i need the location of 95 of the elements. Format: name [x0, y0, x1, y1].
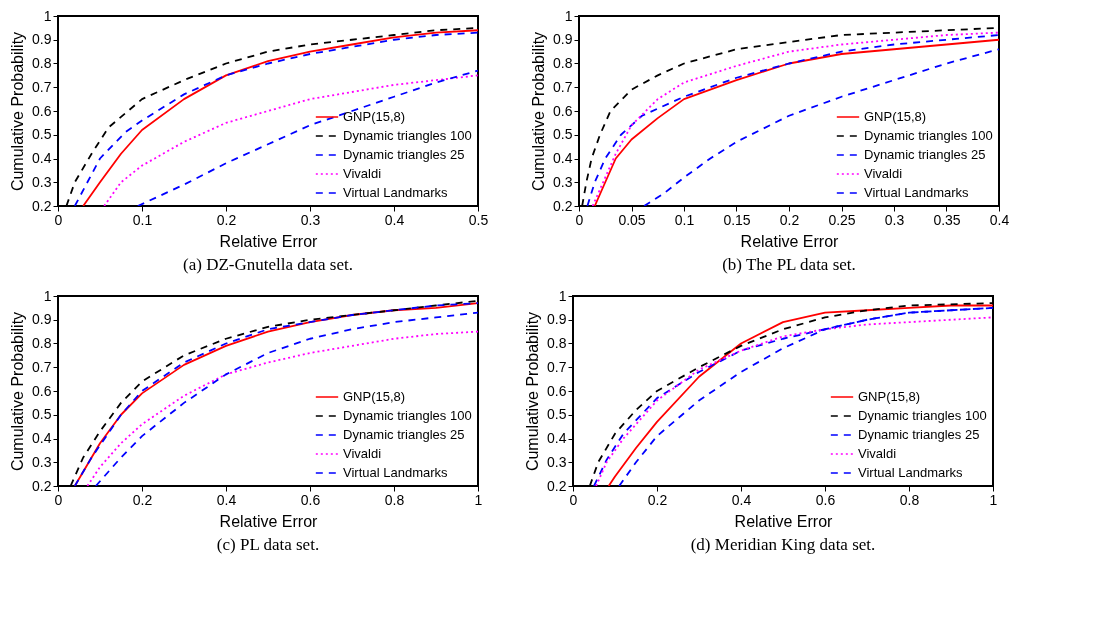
legend-label: GNP(15,8) — [864, 109, 927, 124]
legend-label: Dynamic triangles 25 — [858, 427, 980, 442]
x-tick-label: 0.35 — [933, 211, 961, 228]
x-tick-label: 1 — [989, 491, 998, 508]
y-tick-label: 0.5 — [547, 406, 567, 423]
x-tick-label: 0 — [54, 211, 63, 228]
legend-label: Vivaldi — [864, 166, 903, 181]
y-tick-label: 0.7 — [32, 78, 52, 95]
x-tick-label: 0.25 — [828, 211, 856, 228]
x-tick-label: 0.05 — [618, 211, 646, 228]
y-tick-label: 0.3 — [32, 453, 52, 470]
legend-label: Dynamic triangles 100 — [858, 408, 987, 423]
legend-label: Dynamic triangles 100 — [343, 128, 472, 143]
x-tick-label: 0.3 — [884, 211, 905, 228]
legend-label: Virtual Landmarks — [343, 185, 449, 200]
legend-label: Vivaldi — [343, 446, 382, 461]
x-tick-label: 0.6 — [815, 491, 836, 508]
y-tick-label: 0.8 — [553, 55, 573, 71]
x-tick-label: 0 — [569, 491, 578, 508]
y-tick-label: 0.6 — [32, 382, 52, 399]
legend-label: Dynamic triangles 25 — [864, 147, 986, 162]
y-tick-label: 0.9 — [32, 31, 52, 48]
legend-label: Dynamic triangles 100 — [864, 128, 993, 143]
x-tick-label: 0.5 — [468, 211, 489, 228]
y-tick-label: 0.2 — [547, 477, 567, 494]
x-axis-title: Relative Error — [740, 232, 840, 250]
y-tick-label: 0.7 — [32, 358, 52, 375]
x-tick-label: 0.4 — [384, 211, 405, 228]
y-tick-label: 1 — [43, 7, 52, 24]
y-tick-label: 1 — [564, 7, 573, 24]
legend-label: Virtual Landmarks — [858, 465, 964, 480]
y-tick-label: 0.6 — [32, 102, 52, 119]
x-tick-label: 0.15 — [723, 211, 751, 228]
y-tick-label: 0.9 — [553, 31, 573, 48]
x-tick-label: 0 — [54, 491, 63, 508]
y-tick-label: 0.6 — [547, 382, 567, 399]
x-tick-label: 0.8 — [384, 491, 405, 508]
y-tick-label: 0.3 — [547, 453, 567, 470]
legend-label: Vivaldi — [343, 166, 382, 181]
y-tick-label: 0.8 — [32, 335, 52, 351]
legend-label: GNP(15,8) — [858, 389, 921, 404]
y-tick-label: 0.4 — [553, 150, 573, 166]
legend-label: Dynamic triangles 25 — [343, 147, 465, 162]
y-tick-label: 0.9 — [32, 311, 52, 328]
y-tick-label: 0.6 — [553, 102, 573, 119]
y-tick-label: 0.5 — [32, 406, 52, 423]
y-tick-label: 0.2 — [553, 197, 573, 214]
text: (d) Meridian King data set. — [690, 535, 876, 554]
y-axis-title: Cumulative Probability — [530, 31, 548, 192]
y-tick-label: 0.9 — [547, 311, 567, 328]
y-tick-label: 0.4 — [32, 150, 52, 166]
legend-label: GNP(15,8) — [343, 109, 406, 124]
y-tick-label: 0.2 — [32, 197, 52, 214]
x-tick-label: 0 — [575, 211, 584, 228]
x-tick-label: 0.1 — [132, 211, 153, 228]
x-tick-label: 0.2 — [647, 491, 668, 508]
y-tick-label: 0.4 — [547, 430, 567, 446]
x-tick-label: 0.4 — [989, 211, 1010, 228]
legend-label: Virtual Landmarks — [864, 185, 970, 200]
legend-label: Virtual Landmarks — [343, 465, 449, 480]
x-tick-label: 0.8 — [899, 491, 920, 508]
y-tick-label: 0.7 — [553, 78, 573, 95]
legend-label: Dynamic triangles 25 — [343, 427, 465, 442]
x-tick-label: 0.4 — [216, 491, 237, 508]
y-tick-label: 0.5 — [553, 126, 573, 143]
x-axis-title: Relative Error — [219, 512, 319, 530]
y-axis-title: Cumulative Probability — [9, 31, 27, 192]
legend-label: GNP(15,8) — [343, 389, 406, 404]
y-tick-label: 0.5 — [32, 126, 52, 143]
legend-label: Vivaldi — [858, 446, 897, 461]
text: (b) The PL data set. — [722, 255, 856, 274]
x-axis-title: Relative Error — [219, 232, 319, 250]
y-tick-label: 0.2 — [32, 477, 52, 494]
y-axis-title: Cumulative Probability — [524, 311, 542, 472]
x-tick-label: 0.2 — [216, 211, 237, 228]
y-tick-label: 1 — [43, 287, 52, 304]
x-tick-label: 0.3 — [300, 211, 321, 228]
x-tick-label: 1 — [474, 491, 483, 508]
y-tick-label: 0.7 — [547, 358, 567, 375]
x-tick-label: 0.2 — [132, 491, 153, 508]
y-axis-title: Cumulative Probability — [9, 311, 27, 472]
x-tick-label: 0.6 — [300, 491, 321, 508]
x-tick-label: 0.2 — [779, 211, 800, 228]
x-tick-label: 0.1 — [674, 211, 695, 228]
y-tick-label: 0.8 — [547, 335, 567, 351]
y-tick-label: 0.3 — [553, 173, 573, 190]
y-tick-label: 0.3 — [32, 173, 52, 190]
text: (a) DZ-Gnutella data set. — [183, 255, 353, 274]
text: (c) PL data set. — [216, 535, 320, 554]
x-axis-title: Relative Error — [734, 512, 834, 530]
y-tick-label: 1 — [558, 287, 567, 304]
x-tick-label: 0.4 — [731, 491, 752, 508]
legend-label: Dynamic triangles 100 — [343, 408, 472, 423]
y-tick-label: 0.4 — [32, 430, 52, 446]
y-tick-label: 0.8 — [32, 55, 52, 71]
